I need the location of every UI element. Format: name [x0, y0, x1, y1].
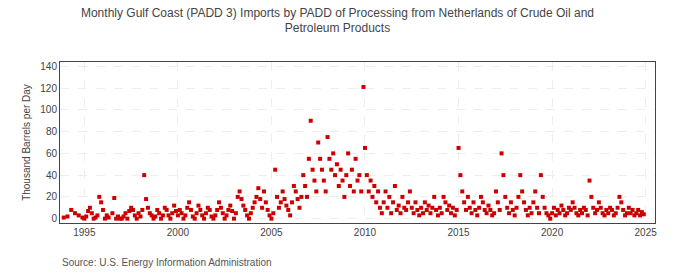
svg-text:Source: U.S. Energy Informatio: Source: U.S. Energy Information Administ… — [62, 257, 272, 268]
svg-text:80: 80 — [46, 126, 58, 137]
svg-text:Monthly Gulf Coast (PADD 3) Im: Monthly Gulf Coast (PADD 3) Imports by P… — [81, 6, 594, 36]
svg-text:0: 0 — [51, 213, 57, 224]
svg-text:60: 60 — [46, 148, 58, 159]
svg-text:2015: 2015 — [447, 227, 470, 238]
svg-text:2020: 2020 — [541, 227, 564, 238]
svg-text:1995: 1995 — [73, 227, 96, 238]
svg-text:2005: 2005 — [260, 227, 283, 238]
svg-text:20: 20 — [46, 191, 58, 202]
svg-text:100: 100 — [40, 104, 57, 115]
svg-text:120: 120 — [40, 83, 57, 94]
svg-text:2025: 2025 — [635, 227, 658, 238]
svg-text:2010: 2010 — [354, 227, 377, 238]
svg-text:2000: 2000 — [167, 227, 190, 238]
svg-text:40: 40 — [46, 170, 58, 181]
svg-text:140: 140 — [40, 61, 57, 72]
svg-text:Thousand Barrels per Day: Thousand Barrels per Day — [21, 84, 32, 201]
